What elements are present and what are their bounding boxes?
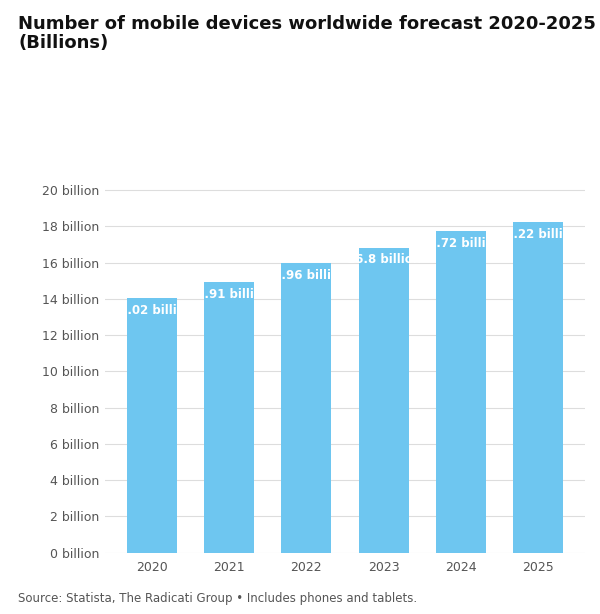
- Text: Source: Statista, The Radicati Group • Includes phones and tablets.: Source: Statista, The Radicati Group • I…: [18, 592, 417, 605]
- Text: Number of mobile devices worldwide forecast 2020-2025: Number of mobile devices worldwide forec…: [18, 15, 596, 33]
- Bar: [513, 222, 563, 553]
- Text: 18.22 billion: 18.22 billion: [497, 228, 579, 241]
- Bar: [436, 231, 486, 553]
- Bar: [281, 263, 331, 553]
- Bar: [204, 282, 254, 553]
- Text: 15.96 billion: 15.96 billion: [265, 269, 347, 282]
- Text: 16.8 billion: 16.8 billion: [347, 254, 421, 266]
- Bar: [127, 298, 177, 553]
- Text: 17.72 billion: 17.72 billion: [420, 237, 502, 250]
- Bar: [359, 248, 409, 553]
- Text: 14.02 billion: 14.02 billion: [111, 304, 193, 317]
- Text: 14.91 billion: 14.91 billion: [188, 288, 270, 301]
- Text: (Billions): (Billions): [18, 34, 108, 52]
